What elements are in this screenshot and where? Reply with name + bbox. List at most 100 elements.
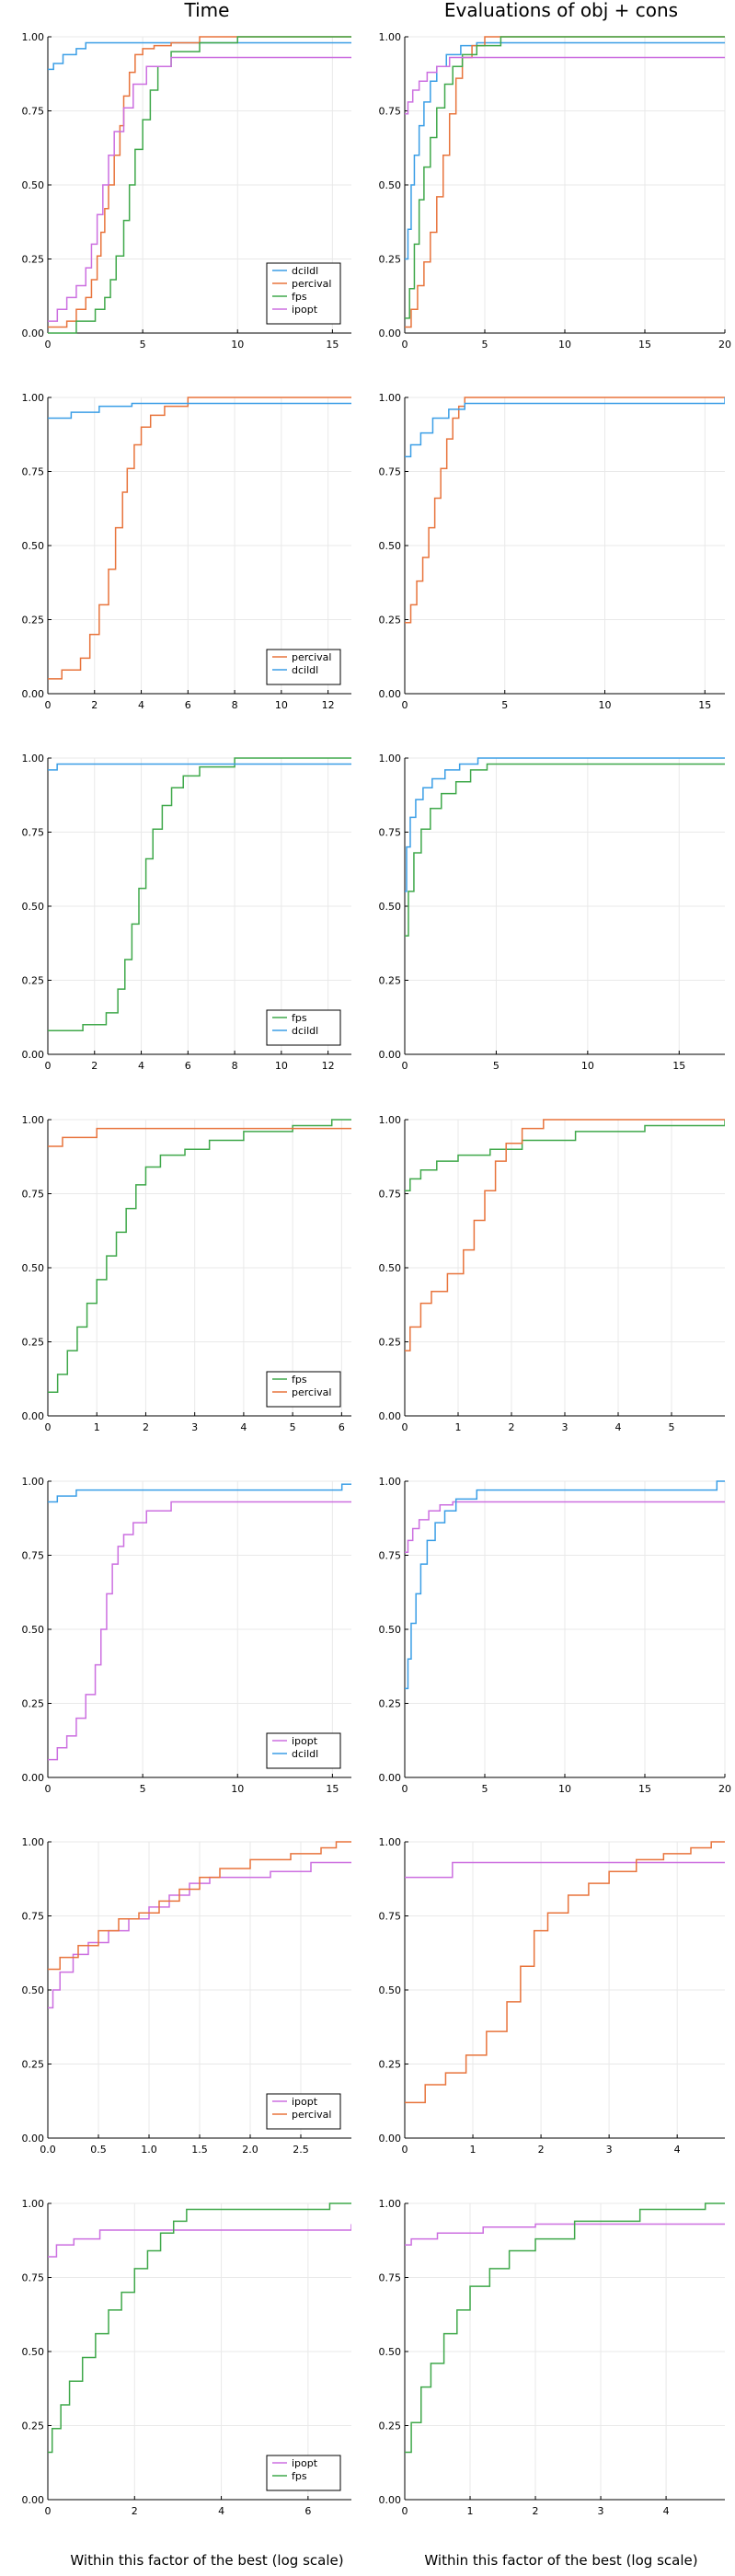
y-tick-label: 0.75: [22, 827, 45, 839]
series-line-fps: [48, 757, 351, 1031]
x-tick-label: 5: [290, 1421, 296, 1433]
x-tick-label: 2: [143, 1421, 149, 1433]
legend-label-percival: percival: [292, 278, 331, 290]
x-tick-label: 10: [231, 1783, 244, 1795]
x-tick-label: 10: [275, 1060, 288, 1072]
y-tick-label: 0.25: [379, 2421, 402, 2432]
y-tick-label: 1.00: [379, 31, 402, 43]
series-line-fps: [405, 763, 725, 937]
x-tick-label: 10: [231, 339, 244, 351]
y-tick-label: 0.00: [22, 688, 45, 700]
series-line-percival: [405, 1119, 725, 1351]
x-tick-label: 0: [402, 2144, 408, 2156]
y-tick-label: 0.25: [22, 615, 45, 627]
x-tick-label: 5: [501, 699, 508, 711]
panel-4-evals: 0 1 2 3 4 5 0.00 0.25 0.50 0.75 1.00: [379, 1114, 725, 1433]
y-tick-label: 0.75: [22, 1550, 45, 1562]
y-tick-label: 0.25: [22, 1337, 45, 1349]
legend-label-dcildl: dcildl: [292, 1748, 318, 1760]
x-tick-label: 0: [402, 699, 408, 711]
y-tick-label: 0.50: [379, 2346, 402, 2358]
x-tick-label: 2: [132, 2505, 138, 2517]
y-tick-label: 0.00: [22, 328, 45, 339]
x-tick-label: 10: [558, 339, 571, 351]
panel-3-evals: 0 5 10 15 0.00 0.25 0.50 0.75 1.00: [379, 753, 725, 1072]
x-tick-label: 1.0: [141, 2144, 157, 2156]
x-tick-label: 4: [663, 2505, 670, 2517]
legend-label-fps: fps: [292, 1374, 307, 1386]
x-tick-label: 4: [218, 2505, 224, 2517]
series-line-fps: [405, 1120, 725, 1192]
x-tick-label: 3: [606, 2144, 613, 2156]
y-tick-label: 0.50: [379, 901, 402, 913]
series-line-ipopt: [48, 1861, 351, 2009]
series-line-fps: [48, 1119, 351, 1393]
x-tick-label: 4: [674, 2144, 681, 2156]
x-tick-label: 0: [45, 699, 52, 711]
x-tick-label: 6: [339, 1421, 345, 1433]
y-tick-label: 1.00: [379, 753, 402, 765]
left-column-title: Time: [184, 0, 230, 21]
y-tick-label: 0.00: [379, 1772, 402, 1784]
y-tick-label: 0.75: [379, 827, 402, 839]
legend-label-percival: percival: [292, 2109, 331, 2121]
y-tick-label: 0.50: [379, 540, 402, 552]
x-tick-label: 15: [326, 339, 339, 351]
series-line-dcildl: [405, 41, 725, 260]
legend-label-ipopt: ipopt: [292, 1735, 318, 1747]
panel-2-evals: 0 5 10 15 0.00 0.25 0.50 0.75 1.00: [379, 392, 725, 711]
panel-1-time: 0 5 10 15 0.00 0.25 0.50 0.75 1.00 dcildlpercival…: [22, 31, 351, 351]
left-x-axis-label: Within this factor of the best (log scal…: [70, 2552, 343, 2569]
y-tick-label: 1.00: [22, 1476, 45, 1488]
legend-label-fps: fps: [292, 291, 307, 303]
x-tick-label: 5: [493, 1060, 500, 1072]
y-tick-label: 0.75: [379, 2272, 402, 2284]
legend-box: [266, 1009, 341, 1046]
y-tick-label: 0.25: [379, 615, 402, 627]
x-tick-label: 10: [275, 699, 288, 711]
y-tick-label: 0.75: [22, 106, 45, 118]
x-tick-label: 15: [638, 1783, 651, 1795]
series-line-dcildl: [405, 397, 725, 458]
y-tick-label: 0.50: [379, 1262, 402, 1274]
x-tick-label: 0: [402, 1060, 408, 1072]
y-tick-label: 1.00: [22, 1114, 45, 1126]
x-tick-label: 0: [402, 1783, 408, 1795]
x-tick-label: 0: [402, 339, 408, 351]
x-tick-label: 0: [45, 1783, 52, 1795]
x-tick-label: 6: [185, 699, 191, 711]
legend-label-ipopt: ipopt: [292, 304, 318, 316]
y-tick-label: 0.25: [22, 1698, 45, 1710]
x-tick-label: 2.5: [293, 2144, 309, 2156]
series-line-percival: [405, 397, 725, 624]
x-tick-label: 1: [470, 2144, 477, 2156]
legend-box: [266, 2455, 341, 2491]
series-line-percival: [48, 36, 351, 328]
y-tick-label: 0.50: [379, 179, 402, 191]
series-line-ipopt: [405, 1501, 725, 1554]
series-line-fps: [48, 2202, 351, 2454]
y-tick-label: 0.00: [22, 2494, 45, 2506]
x-tick-label: 2: [509, 1421, 515, 1433]
y-tick-label: 0.75: [22, 2272, 45, 2284]
series-line-dcildl: [48, 763, 351, 771]
y-tick-label: 1.00: [379, 1836, 402, 1848]
y-tick-label: 1.00: [22, 392, 45, 404]
series-line-ipopt: [405, 2223, 725, 2246]
panel-grid: 0 5 10 150.000.250.500.751.00dcildlpercival…: [22, 31, 732, 2517]
panel-6-time: 0.0 0.5 1.0 1.5 2.0 2.5 0.00 0.25 0.50 0.75 1.00 ip…: [22, 1836, 351, 2156]
series-line-dcildl: [405, 1480, 725, 1690]
x-tick-label: 4: [138, 699, 144, 711]
x-tick-label: 4: [615, 1421, 622, 1433]
x-tick-label: 1: [94, 1421, 100, 1433]
y-tick-label: 0.50: [22, 2346, 45, 2358]
series-line-percival: [48, 1841, 351, 1971]
